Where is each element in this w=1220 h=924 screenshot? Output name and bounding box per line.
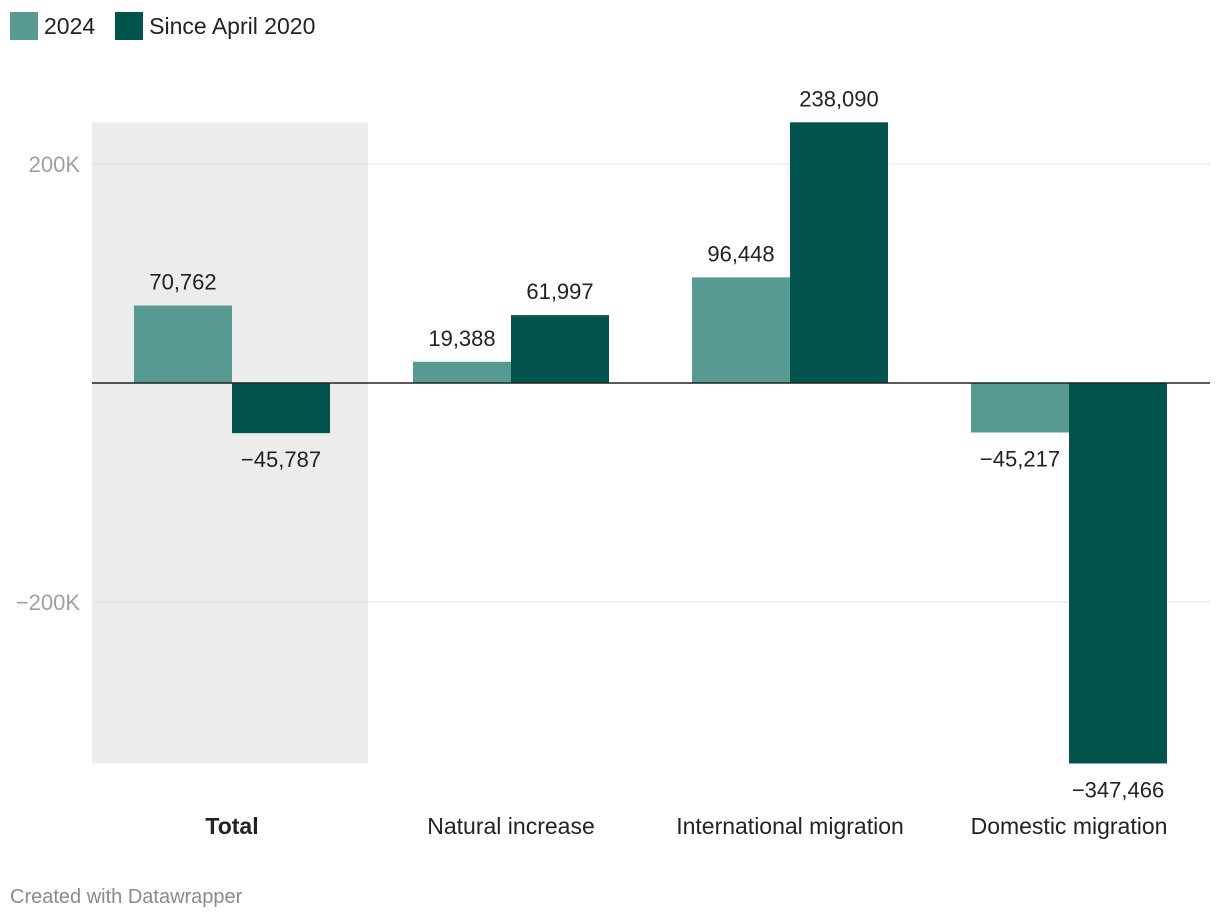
legend-item-2024: 2024 — [10, 12, 95, 40]
legend-item-since-april-2020: Since April 2020 — [115, 12, 315, 40]
legend-swatch-since-april-2020 — [115, 12, 144, 40]
highlight-band-total — [92, 122, 368, 764]
value-label-domestic-migration-since-april-2020: −347,466 — [1072, 777, 1164, 802]
bar-chart: 200K −200K 70,762 19,388 96,448 −45,217 −45,78… — [16, 86, 1210, 839]
value-label-international-migration-since-april-2020: 238,090 — [799, 86, 879, 111]
value-label-natural-increase-since-april-2020: 61,997 — [526, 279, 593, 304]
value-label-international-migration-2024: 96,448 — [707, 241, 774, 266]
bar-natural-increase-2024 — [413, 361, 511, 383]
category-label-total: Total — [205, 813, 258, 839]
legend-swatch-2024 — [10, 12, 38, 40]
legend-label-since-april-2020: Since April 2020 — [149, 12, 316, 39]
bar-total-since-april-2020 — [232, 383, 330, 434]
value-label-total-2024: 70,762 — [149, 270, 216, 295]
bar-international-migration-2024 — [692, 277, 790, 383]
value-label-domestic-migration-2024: −45,217 — [980, 447, 1060, 472]
category-label-domestic-migration: Domestic migration — [971, 813, 1168, 839]
value-label-total-since-april-2020: −45,787 — [241, 447, 321, 472]
y-tick-label: −200K — [16, 590, 81, 615]
category-label-international-migration: International migration — [676, 813, 904, 839]
bar-domestic-migration-since-april-2020 — [1069, 383, 1167, 764]
chart-legend: 2024 Since April 2020 — [10, 12, 335, 40]
bar-domestic-migration-2024 — [971, 383, 1069, 433]
category-label-natural-increase: Natural increase — [427, 813, 594, 839]
bar-total-2024 — [134, 305, 232, 383]
datawrapper-credit: Created with Datawrapper — [10, 886, 243, 908]
bar-natural-increase-since-april-2020 — [511, 315, 609, 383]
value-label-natural-increase-2024: 19,388 — [428, 326, 495, 351]
legend-label-2024: 2024 — [44, 12, 96, 39]
bar-international-migration-since-april-2020 — [790, 122, 888, 384]
y-tick-label: 200K — [29, 152, 81, 177]
